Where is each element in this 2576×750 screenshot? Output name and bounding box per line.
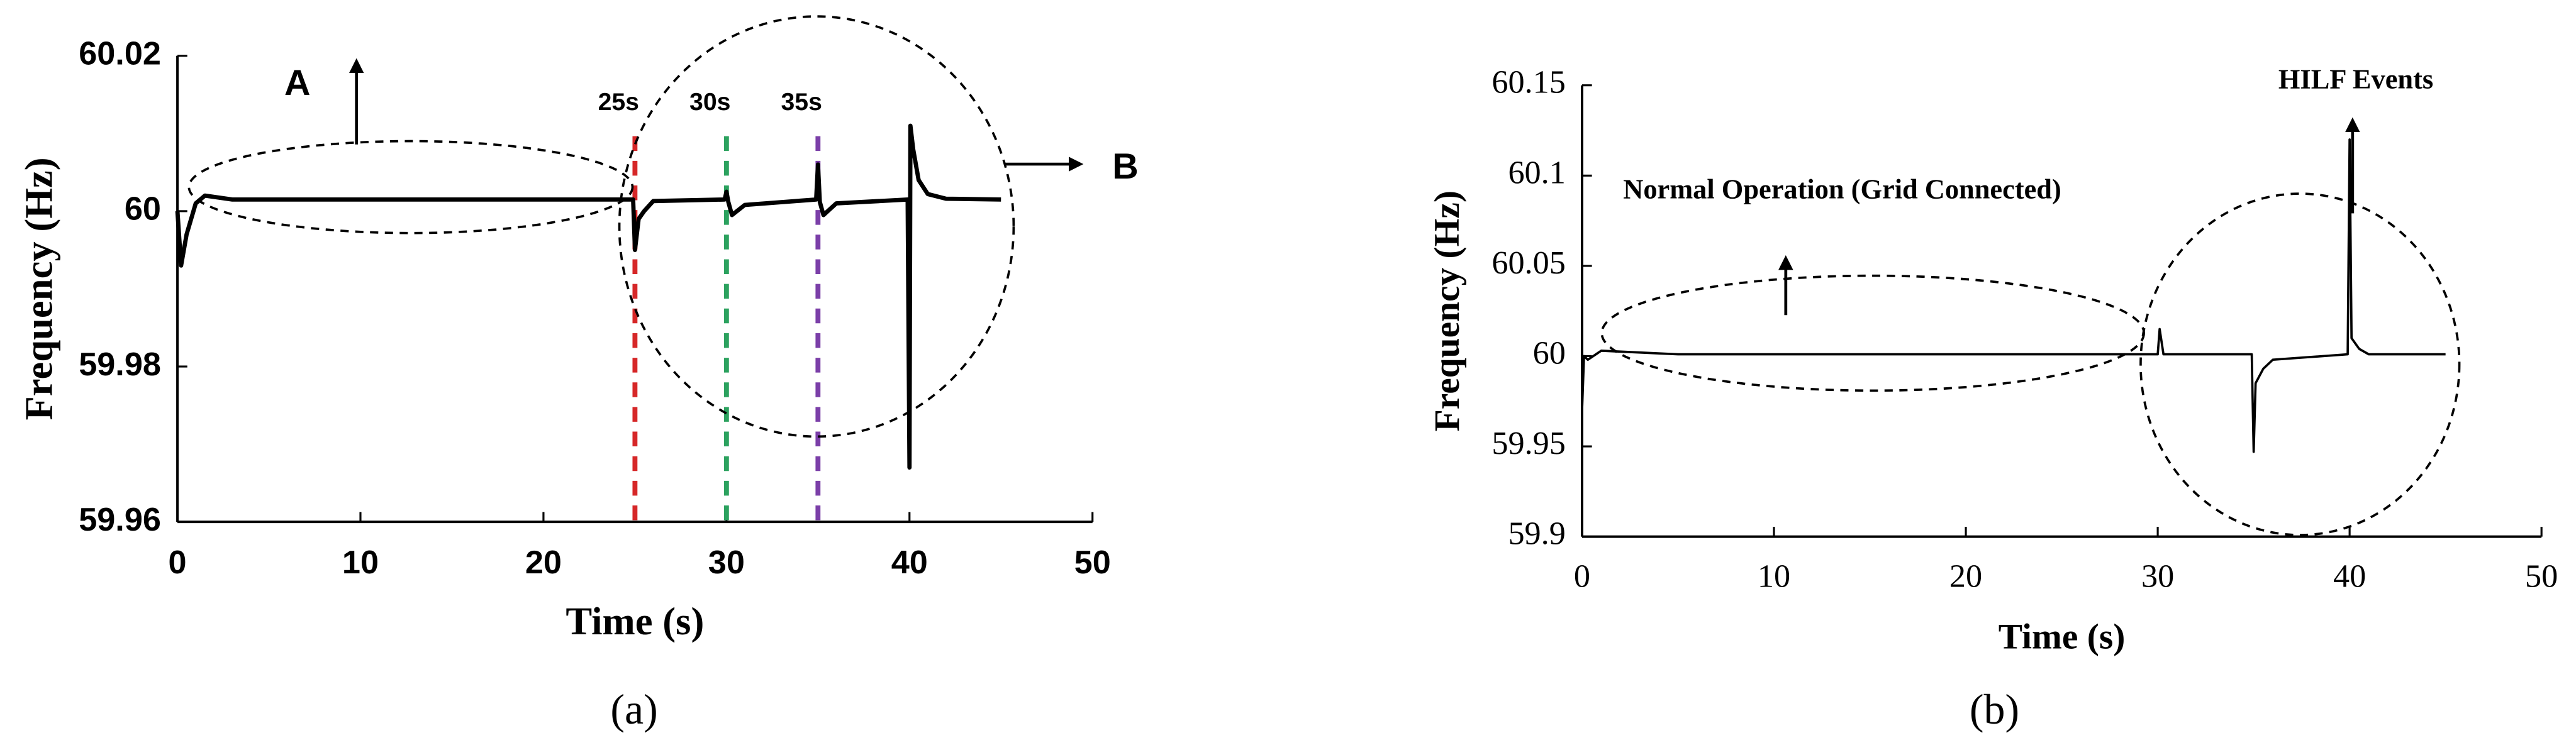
tick-label: 60.05 (1492, 245, 1566, 281)
chart-panel: 59.96 59.98 60 60.02 0 10 20 30 40 50 Time (s) Freq… (16, 15, 1139, 733)
event-label: 25s (598, 89, 639, 116)
caption: (a) (610, 686, 657, 733)
tick-label: 59.96 (79, 502, 161, 538)
tick-label: 10 (342, 544, 379, 581)
tick-label: 60.1 (1508, 154, 1565, 190)
tick-label: 30 (2141, 558, 2174, 594)
annotation: B (1112, 146, 1138, 187)
data-line (175, 123, 1001, 470)
y-axis-title: Frequency (Hz) (1427, 190, 1467, 431)
highlight-ellipse (2139, 192, 2461, 536)
tick-label: 60.15 (1492, 64, 1566, 101)
tick-label: 20 (525, 544, 562, 581)
tick-label: 60 (125, 191, 161, 228)
chart-panel: 59.9 59.95 60 60.05 60.1 60.15 0 10 20 30 40 50 Time… (1427, 63, 2558, 733)
tick-label: 40 (891, 544, 928, 581)
event-label: 30s (689, 89, 730, 116)
x-axis-title: Time (s) (566, 599, 704, 643)
tick-label: 50 (2525, 558, 2558, 594)
tick-label: 59.98 (79, 346, 161, 383)
highlight-ellipse (618, 15, 1015, 438)
data-line (1581, 138, 2446, 453)
tick-label: 59.9 (1508, 516, 1565, 552)
tick-label: 50 (1074, 544, 1111, 581)
tick-label: 0 (1574, 558, 1590, 594)
tick-label: 20 (1949, 558, 1982, 594)
annotation: HILF Events (2278, 63, 2433, 95)
x-axis-title: Time (s) (1999, 617, 2126, 656)
tick-label: 40 (2333, 558, 2366, 594)
annotation: Normal Operation (Grid Connected) (1623, 174, 2061, 205)
highlight-ellipse (1600, 274, 2145, 392)
y-axis-title: Frequency (Hz) (16, 157, 60, 420)
tick-label: 59.95 (1492, 425, 1566, 461)
tick-label: 60.02 (79, 36, 161, 72)
caption: (b) (1970, 686, 2019, 733)
highlight-ellipse (187, 140, 634, 234)
annotation: A (284, 63, 310, 103)
tick-label: 60 (1533, 334, 1566, 371)
tick-label: 0 (169, 544, 187, 581)
tick-label: 10 (1758, 558, 1790, 594)
event-label: 35s (781, 89, 822, 116)
tick-label: 30 (708, 544, 745, 581)
